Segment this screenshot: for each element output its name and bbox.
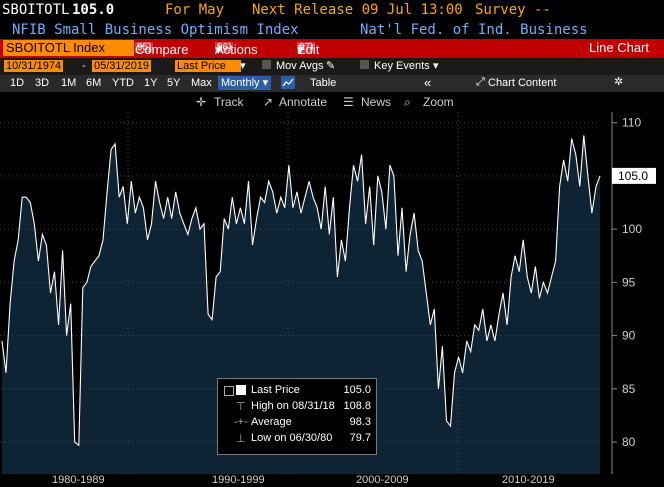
news-button[interactable]: News bbox=[361, 95, 392, 109]
legend-low: ⊥ Low on 06/30/80 79.7 bbox=[218, 432, 376, 448]
index-title: NFIB Small Business Optimism Index bbox=[12, 22, 299, 38]
dropdown-icon: ▾ bbox=[262, 77, 269, 89]
actions-num: 96) bbox=[215, 42, 234, 53]
annotate-button[interactable]: Annotate bbox=[279, 95, 328, 109]
legend-value: 98.3 bbox=[349, 416, 371, 428]
mov-avgs-label: Mov Avgs bbox=[276, 60, 324, 72]
y-tick-label: 110 bbox=[622, 116, 641, 130]
quote-header: SBOITOTL 105.0 For May Next Release 09 J… bbox=[0, 0, 664, 21]
period-1m[interactable]: 1M bbox=[61, 77, 77, 89]
pencil-icon[interactable]: ✎ bbox=[326, 60, 336, 72]
collapse-icon[interactable]: « bbox=[424, 75, 432, 90]
legend-swatch bbox=[236, 385, 246, 395]
period-3d[interactable]: 3D bbox=[35, 77, 50, 89]
dropdown-icon: ▾ bbox=[215, 42, 222, 57]
chart-tools: ✛ Track ↗ Annotate ☰ News ⌕ Zoom bbox=[0, 92, 664, 112]
annotate-icon: ↗ bbox=[263, 95, 274, 109]
x-tick-label: 1990-1999 bbox=[212, 474, 265, 486]
dropdown-icon: ▾ bbox=[433, 60, 439, 72]
legend-value: 105.0 bbox=[343, 384, 371, 396]
legend-label: Average bbox=[251, 416, 292, 428]
track-button[interactable]: Track bbox=[214, 95, 244, 109]
y-tick-label: 90 bbox=[622, 329, 636, 343]
chart-content-icon: ⤢ bbox=[476, 76, 485, 88]
survey: Survey -- bbox=[475, 2, 551, 18]
zoom-icon: ⌕ bbox=[404, 95, 411, 109]
mov-avgs-checkbox[interactable] bbox=[262, 60, 271, 69]
legend-label: Low on 06/30/80 bbox=[251, 432, 333, 444]
period-label: For May bbox=[165, 2, 225, 18]
legend-high: ⊤ High on 08/31/18 108.8 bbox=[218, 400, 376, 416]
track-icon: ✛ bbox=[196, 95, 207, 109]
compare-num: 95) bbox=[135, 42, 154, 53]
last-value: 105.0 bbox=[72, 2, 115, 18]
range-separator: - bbox=[82, 60, 86, 72]
period-max[interactable]: Max bbox=[191, 77, 212, 89]
start-date-input[interactable]: 10/31/1974 bbox=[4, 60, 64, 72]
news-icon: ☰ bbox=[343, 95, 354, 109]
period-6m[interactable]: 6M bbox=[86, 77, 102, 89]
last-value-tag bbox=[612, 167, 656, 184]
period-5y[interactable]: 5Y bbox=[167, 77, 181, 89]
edit-num: 97) bbox=[297, 42, 316, 53]
x-tick-label: 2000-2009 bbox=[356, 474, 409, 486]
gear-icon[interactable]: ✲ bbox=[614, 76, 624, 88]
frequency-select[interactable]: Monthly ▾ bbox=[218, 76, 272, 90]
chart-legend[interactable]: Last Price 105.0 ⊤ High on 08/31/18 108.… bbox=[217, 378, 377, 455]
y-tick-label: 85 bbox=[622, 382, 636, 396]
high-marker-icon: ⊤ bbox=[236, 401, 246, 413]
main-toolbar: SBOITOTL Index 95) Compare 96) Actions ▾… bbox=[0, 39, 664, 58]
index-title-bar: NFIB Small Business Optimism Index Nat'l… bbox=[0, 21, 664, 39]
chart-content-button[interactable]: Chart Content bbox=[488, 77, 557, 89]
frequency-label: Monthly bbox=[221, 77, 260, 89]
key-events-label: Key Events bbox=[374, 60, 430, 72]
y-tick-label: 80 bbox=[622, 435, 636, 449]
legend-checkbox[interactable] bbox=[224, 386, 234, 396]
end-date-input[interactable]: 05/31/2019 bbox=[92, 60, 152, 72]
y-tick-label: 100 bbox=[622, 222, 642, 236]
x-tick-label: 1980-1989 bbox=[52, 474, 105, 486]
legend-value: 79.7 bbox=[349, 432, 371, 444]
compare-label: Compare bbox=[135, 42, 189, 57]
y-tick-label: 95 bbox=[622, 275, 636, 289]
series-area bbox=[2, 135, 600, 474]
series-line[interactable] bbox=[1, 135, 601, 447]
edit-label: Edit bbox=[297, 42, 320, 57]
range-bar: 10/31/1974 - 05/31/2019 Last Price ▾ Mov… bbox=[0, 58, 664, 75]
price-type-select[interactable]: Last Price bbox=[175, 60, 241, 72]
period-bar: 1D 3D 1M 6M YTD 1Y 5Y Max Monthly ▾ Tabl… bbox=[0, 75, 664, 92]
x-axis: 1980-1989 1990-1999 2000-2009 2010-2019 bbox=[0, 474, 664, 487]
chart-type[interactable]: Line Chart bbox=[589, 40, 649, 55]
low-marker-icon: ⊥ bbox=[236, 433, 246, 445]
period-ytd[interactable]: YTD bbox=[112, 77, 134, 89]
zoom-button[interactable]: Zoom bbox=[423, 95, 454, 109]
legend-value: 108.8 bbox=[343, 400, 371, 412]
index-source: Nat'l Fed. of Ind. Business bbox=[360, 22, 588, 38]
line-chart-icon[interactable] bbox=[281, 76, 295, 89]
average-marker-icon: -+- bbox=[234, 416, 248, 428]
actions-label: Actions bbox=[215, 42, 258, 57]
key-events-checkbox[interactable] bbox=[360, 60, 369, 69]
ticker-symbol: SBOITOTL bbox=[2, 2, 70, 18]
x-tick-label: 2010-2019 bbox=[502, 474, 555, 486]
legend-last-price: Last Price 105.0 bbox=[218, 384, 376, 400]
dropdown-icon: ▾ bbox=[240, 60, 246, 72]
legend-label: High on 08/31/18 bbox=[251, 400, 335, 412]
table-button[interactable]: Table bbox=[310, 77, 337, 89]
dropdown-icon: ▾ bbox=[297, 42, 304, 57]
security-field[interactable]: SBOITOTL Index bbox=[3, 40, 134, 56]
last-value-label: 105.0 bbox=[618, 169, 648, 183]
next-release: Next Release 09 Jul 13:00 bbox=[252, 2, 463, 18]
period-1y[interactable]: 1Y bbox=[144, 77, 158, 89]
legend-label: Last Price bbox=[251, 384, 300, 396]
period-1d[interactable]: 1D bbox=[10, 77, 25, 89]
legend-average: -+- Average 98.3 bbox=[218, 416, 376, 432]
